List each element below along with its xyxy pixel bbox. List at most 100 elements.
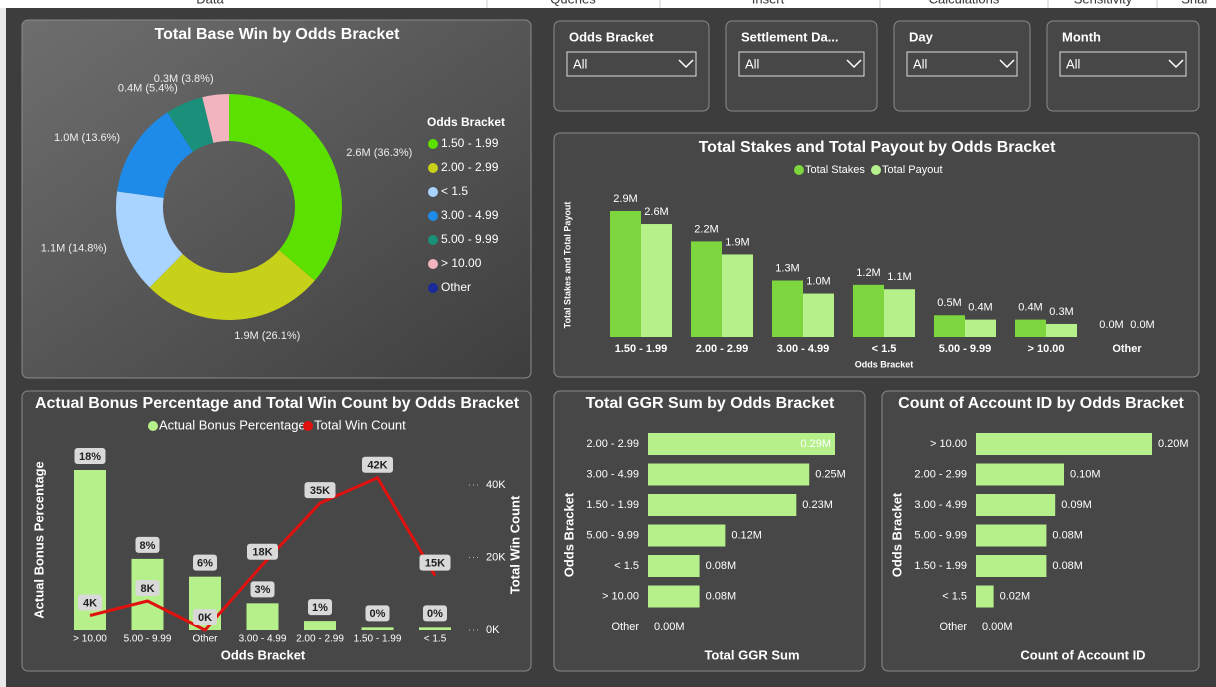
data-label: 1% bbox=[312, 602, 328, 614]
bar bbox=[648, 555, 700, 577]
bar bbox=[976, 463, 1064, 486]
data-label: 0.4M bbox=[968, 302, 992, 314]
data-label-box bbox=[419, 554, 451, 571]
slicer-label: Odds Bracket bbox=[569, 29, 654, 44]
line bbox=[89, 475, 437, 632]
bar bbox=[976, 585, 994, 608]
y2-tick-label: 40K bbox=[486, 479, 506, 491]
data-label: 0K bbox=[198, 612, 212, 624]
chart-title: Count of Account ID by Odds Bracket bbox=[898, 395, 1184, 412]
data-label: 0.0M bbox=[1130, 319, 1154, 331]
y2-tick-label: 20K bbox=[486, 551, 506, 563]
slicer[interactable] bbox=[893, 20, 1031, 112]
x-tick-label: 1.50 - 1.99 bbox=[615, 343, 668, 355]
ribbon-tab: Data bbox=[196, 0, 224, 6]
bar bbox=[934, 315, 965, 337]
data-label: 1.0M bbox=[806, 275, 830, 287]
bar bbox=[610, 211, 641, 337]
y2-axis-title: Total Win Count bbox=[507, 495, 522, 594]
bar bbox=[648, 524, 726, 547]
y-tick-label: > 10.00 bbox=[602, 590, 639, 602]
data-label: 0.10M bbox=[1070, 468, 1101, 480]
data-label: 0.5M bbox=[937, 297, 961, 309]
slicer-dropdown[interactable] bbox=[906, 51, 1018, 77]
x-axis-title: Count of Account ID bbox=[1020, 647, 1145, 662]
pie-slice bbox=[229, 94, 342, 281]
data-label: 0.23M bbox=[802, 499, 833, 511]
pie-slice bbox=[167, 97, 214, 152]
legend-label: Actual Bonus Percentage bbox=[159, 417, 306, 432]
legend-label: Total Win Count bbox=[314, 417, 406, 432]
y2-tick-label: 0K bbox=[486, 624, 500, 636]
bar bbox=[976, 524, 1047, 547]
legend-swatch bbox=[871, 165, 881, 175]
x-tick-label: > 10.00 bbox=[73, 634, 107, 645]
legend-label: 5.00 - 9.99 bbox=[441, 232, 499, 246]
data-label: 4K bbox=[83, 597, 97, 609]
legend-label: < 1.5 bbox=[441, 184, 468, 198]
legend-swatch bbox=[428, 283, 438, 293]
slicer[interactable] bbox=[725, 20, 878, 112]
data-label-box bbox=[193, 554, 217, 571]
data-label: 8K bbox=[140, 583, 154, 595]
bar bbox=[772, 280, 803, 337]
data-label-box bbox=[247, 543, 278, 560]
data-label: 18% bbox=[79, 451, 101, 463]
data-label: 15K bbox=[425, 558, 445, 570]
data-label: 2.2M bbox=[694, 223, 718, 235]
x-tick-label: 5.00 - 9.99 bbox=[939, 343, 992, 355]
slicer-dropdown[interactable] bbox=[1059, 51, 1187, 77]
slicer-dropdown[interactable] bbox=[738, 51, 865, 77]
legend-swatch bbox=[428, 163, 438, 173]
bar bbox=[641, 224, 672, 337]
dropdown-arrow bbox=[1168, 59, 1184, 69]
data-label-box bbox=[423, 605, 447, 622]
data-label-box bbox=[304, 482, 336, 499]
dropdown-arrow bbox=[678, 59, 694, 69]
panel bbox=[21, 19, 532, 379]
data-label: 2.9M bbox=[613, 193, 637, 205]
data-label: 8% bbox=[140, 540, 156, 552]
data-label: 18K bbox=[252, 547, 272, 559]
legend-label: 3.00 - 4.99 bbox=[441, 208, 499, 222]
bar bbox=[976, 555, 1047, 577]
bar bbox=[304, 621, 336, 630]
bar bbox=[648, 494, 797, 516]
data-label: 0.08M bbox=[1052, 560, 1083, 572]
data-label-box bbox=[365, 605, 390, 622]
legend-label: 2.00 - 2.99 bbox=[441, 160, 499, 174]
slicer[interactable] bbox=[553, 20, 710, 112]
data-label: 0.00M bbox=[654, 621, 685, 633]
legend-swatch bbox=[428, 211, 438, 221]
bar bbox=[691, 241, 722, 337]
ribbon-tab: Queries bbox=[550, 0, 596, 6]
ribbon-tab: Insert bbox=[752, 0, 785, 6]
chart-title: Actual Bonus Percentage and Total Win Co… bbox=[35, 395, 520, 412]
data-label: 0.4M bbox=[1018, 302, 1042, 314]
bar bbox=[648, 585, 700, 608]
y-tick-label: 3.00 - 4.99 bbox=[914, 499, 967, 511]
y-tick-label: > 10.00 bbox=[930, 438, 967, 450]
bar bbox=[246, 603, 279, 630]
slicer-dropdown[interactable] bbox=[566, 51, 697, 77]
slicer-value: All bbox=[1066, 56, 1081, 71]
data-label: 3% bbox=[255, 584, 271, 596]
bar bbox=[976, 433, 1152, 455]
x-tick-label: 5.00 - 9.99 bbox=[124, 634, 172, 645]
y-tick-label: < 1.5 bbox=[614, 560, 639, 572]
y-axis-title: Actual Bonus Percentage bbox=[31, 461, 46, 619]
bar bbox=[1046, 323, 1077, 337]
x-tick-label: Other bbox=[1112, 343, 1142, 355]
legend-label: 1.50 - 1.99 bbox=[441, 136, 499, 150]
x-axis-title: Odds Bracket bbox=[855, 359, 914, 369]
slicer[interactable] bbox=[1046, 20, 1200, 112]
data-label-box bbox=[135, 536, 160, 553]
slicer-value: All bbox=[913, 56, 928, 71]
pie-slice bbox=[117, 112, 193, 198]
data-label: 0.08M bbox=[706, 590, 737, 602]
data-label-box bbox=[78, 594, 102, 611]
legend-label: > 10.00 bbox=[441, 256, 482, 270]
legend-label: Total Stakes bbox=[805, 164, 865, 176]
y-axis-title: Odds Bracket bbox=[889, 492, 904, 577]
data-label: 0.29M bbox=[800, 438, 831, 450]
